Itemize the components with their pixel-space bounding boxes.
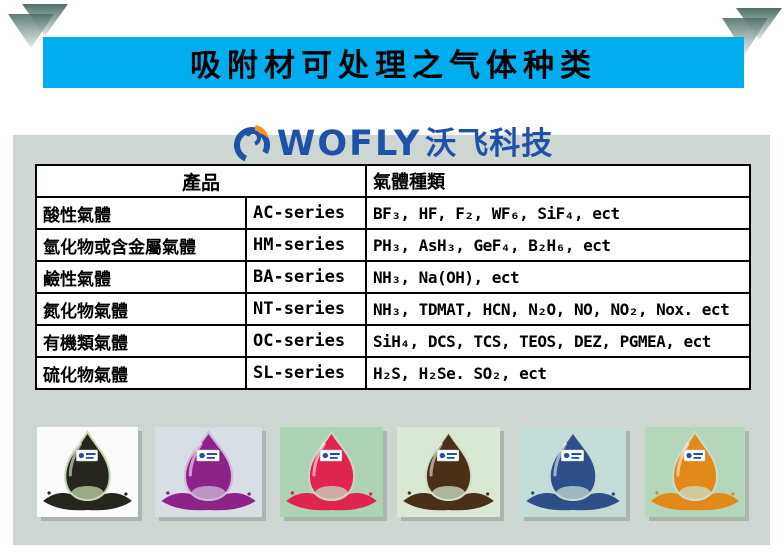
table-row: 氮化物氣體 NT-series NH₃, TDMAT, HCN, N₂O, NO, …: [35, 292, 752, 326]
cell-gases: BF₃, HF, F₂, WF₆, SiF₄, ect: [365, 196, 752, 230]
table-row: 酸性氣體 AC-series BF₃, HF, F₂, WF₆, SiF₄, ect: [35, 196, 752, 230]
cell-category: 鹼性氣體: [35, 260, 247, 294]
table-row: 氫化物或含金屬氣體 HM-series PH₃, AsH₃, GeF₄, B₂H₆,…: [35, 228, 752, 262]
corner-triangles-left-icon: [8, 4, 68, 48]
gas-table: 產品 氣體種類 酸性氣體 AC-series BF₃, HF, F₂, WF₆, S…: [34, 164, 752, 390]
photo-blue-pellets: [520, 427, 626, 517]
corner-triangles-right-icon: [722, 8, 782, 54]
header-product: 產品: [34, 164, 368, 198]
slide-title-banner: 吸附材可处理之气体种类: [43, 37, 744, 88]
wofly-logo: WOFLY 沃飞科技: [0, 121, 784, 167]
cell-gases: NH₃, TDMAT, HCN, N₂O, NO, NO₂, Nox. ect: [365, 292, 752, 326]
logo-brand-text: WOFLY: [276, 123, 422, 164]
cell-series: OC-series: [244, 324, 368, 358]
cell-gases: H₂S, H₂Se. SO₂, ect: [365, 356, 752, 390]
wofly-swirl-icon: [233, 125, 270, 163]
header-gas-types: 氣體種類: [365, 164, 752, 198]
cell-series: BA-series: [244, 260, 368, 294]
cell-category: 氮化物氣體: [35, 292, 247, 326]
cell-gases: PH₃, AsH₃, GeF₄, B₂H₆, ect: [365, 228, 752, 262]
page-title: 吸附材可处理之气体种类: [190, 48, 597, 84]
cell-category: 有機類氣體: [35, 324, 247, 358]
cell-category: 硫化物氣體: [35, 356, 247, 390]
cell-category: 氫化物或含金屬氣體: [35, 228, 247, 262]
logo-brand-chinese: 沃飞科技: [425, 125, 554, 162]
photo-orange-pellets: [645, 427, 745, 517]
product-photos: [0, 427, 784, 519]
cell-series: HM-series: [244, 228, 368, 262]
table-row: 有機類氣體 OC-series SiH₄, DCS, TCS, TEOS, DEZ,…: [35, 324, 752, 358]
cell-gases: SiH₄, DCS, TCS, TEOS, DEZ, PGMEA, ect: [365, 324, 752, 358]
cell-gases: NH₃, Na(OH), ect: [365, 260, 752, 294]
cell-series: SL-series: [244, 356, 368, 390]
cell-series: NT-series: [244, 292, 368, 326]
gas-table-body: 酸性氣體 AC-series BF₃, HF, F₂, WF₆, SiF₄, ect…: [35, 196, 752, 390]
photo-black-pellets: [37, 427, 138, 517]
table-header-row: 產品 氣體種類: [34, 164, 752, 198]
table-row: 硫化物氣體 SL-series H₂S, H₂Se. SO₂, ect: [35, 356, 752, 390]
photo-brown-pellets: [397, 427, 500, 517]
photo-purple-pellets: [155, 427, 262, 517]
table-row: 鹼性氣體 BA-series NH₃, Na(OH), ect: [35, 260, 752, 294]
cell-series: AC-series: [244, 196, 368, 230]
cell-category: 酸性氣體: [35, 196, 247, 230]
photo-red-pellets: [280, 427, 383, 517]
